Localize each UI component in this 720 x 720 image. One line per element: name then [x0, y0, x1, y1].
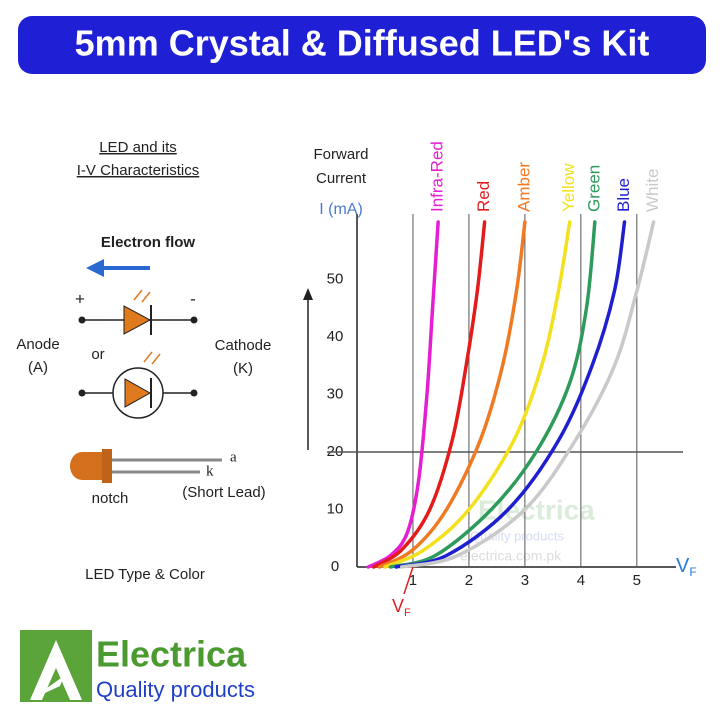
- logo-tagline: Quality products: [96, 677, 255, 702]
- led-diagram: LED and its I-V Characteristics Electron…: [16, 139, 271, 583]
- y-tick-label: 30: [327, 385, 344, 402]
- series-label: Green: [584, 165, 603, 212]
- iv-curve: [383, 220, 572, 569]
- y-tick-label: 10: [327, 500, 344, 517]
- diagram-heading: LED and its: [99, 139, 177, 156]
- cathode-label: (K): [233, 360, 253, 377]
- electron-flow-label: Electron flow: [101, 234, 196, 251]
- vf-annotation: VF: [392, 596, 411, 619]
- series-label: Red: [474, 181, 493, 212]
- y-direction-arrow-head: [303, 288, 313, 300]
- x-tick-label: 1: [409, 572, 417, 589]
- y-axis-label: Forward: [313, 146, 368, 163]
- y-axis-label: I (mA): [319, 201, 363, 218]
- series-label: White: [643, 169, 662, 212]
- terminal: [190, 389, 198, 397]
- short-lead-label: (Short Lead): [182, 484, 265, 501]
- x-axis-label-sub: F: [689, 565, 696, 579]
- light-rays: [143, 351, 161, 365]
- x-tick-label: 5: [633, 572, 641, 589]
- diode-symbol: [123, 305, 152, 335]
- page-title: 5mm Crystal & Diffused LED's Kit: [75, 23, 650, 64]
- vf-pointer: [403, 566, 414, 595]
- logo: Electrica Quality products: [20, 630, 255, 702]
- x-axis-label: VF: [676, 555, 697, 579]
- minus-sign: -: [190, 289, 196, 308]
- series-label: Infra-Red: [428, 141, 447, 212]
- anode-label: Anode: [16, 336, 59, 353]
- y-tick-label: 50: [327, 270, 344, 287]
- led-flange: [102, 449, 112, 483]
- diagram-footer: LED Type & Color: [85, 566, 205, 583]
- title-banner: [18, 16, 706, 74]
- diode-symbol: [124, 378, 152, 408]
- terminal: [78, 316, 86, 324]
- anode-label: (A): [28, 359, 48, 376]
- x-tick-label: 2: [465, 572, 473, 589]
- terminal: [190, 316, 198, 324]
- iv-curve: [394, 220, 627, 569]
- logo-a: [30, 640, 82, 700]
- notch-label: notch: [92, 490, 129, 507]
- terminal: [78, 389, 86, 397]
- iv-curve: [400, 220, 656, 569]
- led-body: [70, 452, 102, 480]
- logo-name: Electrica: [96, 634, 247, 675]
- watermark-url: electrica.com.pk: [460, 548, 562, 564]
- iv-chart: Forward Current I (mA) VF VF 1 2 3 4 5010203…: [303, 141, 697, 619]
- vf-annotation-main: V: [392, 596, 404, 616]
- lead-k-label: k: [206, 463, 214, 479]
- cathode-label: Cathode: [215, 337, 272, 354]
- x-axis-label-main: V: [676, 555, 690, 577]
- x-tick-label: 3: [521, 572, 529, 589]
- iv-curve: [366, 220, 440, 569]
- vf-annotation-sub: F: [404, 607, 411, 619]
- series-label: Blue: [614, 178, 633, 212]
- y-tick-label: 40: [327, 328, 344, 345]
- diagram-heading: I-V Characteristics: [77, 162, 200, 179]
- light-rays: [133, 289, 151, 303]
- or-label: or: [91, 346, 104, 363]
- y-axis-label: Current: [316, 170, 367, 187]
- series-label: Amber: [514, 162, 533, 212]
- plus-sign: +: [75, 289, 85, 308]
- iv-curve: [377, 220, 527, 569]
- iv-curve: [372, 220, 487, 569]
- y-tick-label: 0: [331, 558, 339, 575]
- electron-arrow-head: [86, 259, 104, 277]
- lead-a-label: a: [230, 449, 237, 465]
- iv-curve: [388, 220, 597, 569]
- x-tick-label: 4: [577, 572, 585, 589]
- series-label: Yellow: [559, 163, 578, 212]
- watermark-tagline: Quality products: [470, 528, 564, 543]
